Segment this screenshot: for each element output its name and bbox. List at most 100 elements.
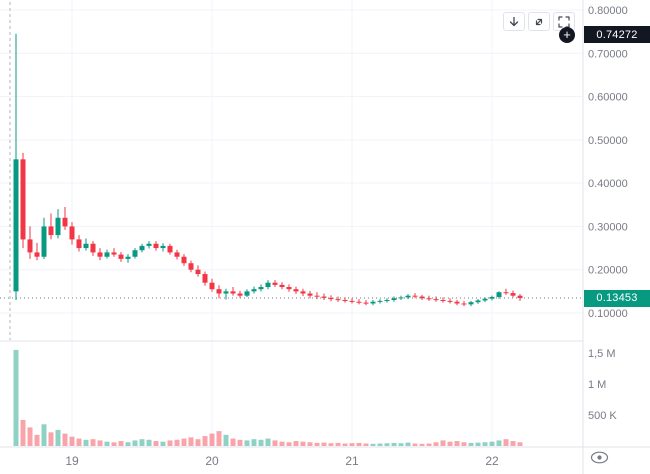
volume-bar xyxy=(188,437,194,446)
candle xyxy=(230,291,236,294)
volume-bar xyxy=(300,441,306,446)
volume-bar xyxy=(440,440,446,446)
volume-bar xyxy=(517,442,523,446)
candle xyxy=(244,291,250,296)
volume-bar xyxy=(286,442,292,446)
candle xyxy=(517,295,523,299)
candle xyxy=(125,256,131,259)
volume-bar xyxy=(223,434,229,446)
volume-bar xyxy=(160,441,166,446)
candle xyxy=(153,243,159,249)
candle xyxy=(55,217,61,236)
candle xyxy=(328,297,334,300)
volume-bar xyxy=(132,440,138,446)
axis-settings-button[interactable] xyxy=(590,451,609,469)
volume-bar xyxy=(34,434,40,446)
volume-tick-label: 500 K xyxy=(588,410,617,422)
volume-bar xyxy=(307,442,313,446)
candle xyxy=(496,292,502,297)
volume-bar xyxy=(48,432,54,446)
volume-bar xyxy=(461,442,467,446)
candle xyxy=(482,298,488,301)
candle xyxy=(440,300,446,302)
volume-bar xyxy=(62,433,68,446)
candle xyxy=(48,226,54,236)
volume-bar xyxy=(447,441,453,446)
candle xyxy=(223,291,229,294)
candle xyxy=(69,226,75,240)
volume-bar xyxy=(384,443,390,446)
diagonal-expand-icon xyxy=(535,18,543,25)
volume-bar xyxy=(97,440,103,446)
candle xyxy=(76,239,82,249)
volume-bar xyxy=(377,443,383,446)
volume-bar xyxy=(321,442,327,446)
time-tick-label: 19 xyxy=(65,454,79,468)
price-tick-label: 0.20000 xyxy=(588,265,628,277)
candle xyxy=(13,159,19,292)
last-price-badge: 0.13453 xyxy=(584,289,650,307)
volume-bar xyxy=(475,442,481,446)
candle xyxy=(237,293,243,296)
candle xyxy=(104,252,110,257)
volume-bar xyxy=(328,443,334,446)
candle xyxy=(405,295,411,298)
volume-bar xyxy=(55,429,61,446)
candle xyxy=(83,243,89,249)
candle xyxy=(258,287,264,290)
volume-bar xyxy=(335,442,341,446)
price-tick-label: 0.10000 xyxy=(588,308,628,320)
volume-bar xyxy=(293,441,299,446)
candle xyxy=(174,252,180,257)
candle xyxy=(118,254,124,259)
candle xyxy=(426,298,432,300)
volume-bar xyxy=(146,439,152,446)
candle xyxy=(356,301,362,303)
candle xyxy=(321,296,327,298)
volume-tick-label: 1,5 M xyxy=(588,348,616,360)
price-scale-panel[interactable]: 0.80000 0.70000 0.60000 0.50000 0.40000 0.300… xyxy=(588,5,628,422)
candle xyxy=(167,245,173,253)
time-tick-label: 20 xyxy=(205,454,219,468)
volume-bar xyxy=(419,443,425,446)
candle xyxy=(391,298,397,301)
candle xyxy=(384,300,390,302)
price-tick-label: 0.80000 xyxy=(588,5,628,17)
candle xyxy=(41,226,47,257)
candle xyxy=(195,269,201,275)
maximize-pane-button[interactable] xyxy=(528,12,550,31)
volume-bar xyxy=(468,442,474,446)
candle xyxy=(160,245,166,249)
candle xyxy=(510,293,516,296)
volume-bar xyxy=(174,439,180,446)
volume-bar xyxy=(20,419,26,446)
volume-bar xyxy=(342,443,348,446)
time-axis-panel[interactable]: 19 20 21 22 xyxy=(65,454,499,468)
candle xyxy=(300,291,306,294)
eye-icon xyxy=(590,451,609,464)
arrow-down-icon xyxy=(509,16,519,26)
volume-bar xyxy=(349,443,355,446)
volume-bar xyxy=(167,440,173,446)
volume-bar xyxy=(314,442,320,446)
volume-bar xyxy=(230,438,236,446)
candle xyxy=(27,239,33,253)
candle xyxy=(412,295,418,297)
volume-bar xyxy=(251,439,257,446)
candle xyxy=(286,287,292,290)
price-tick-label: 0.40000 xyxy=(588,178,628,190)
volume-bar xyxy=(27,427,33,446)
candle xyxy=(377,300,383,302)
price-tick-label: 0.70000 xyxy=(588,48,628,60)
volume-bar xyxy=(279,441,285,446)
add-alert-plus-button[interactable]: + xyxy=(559,26,575,43)
gridlines xyxy=(0,0,583,446)
candle xyxy=(265,282,271,288)
candle xyxy=(342,300,348,302)
volume-bar xyxy=(272,440,278,446)
scroll-down-button[interactable] xyxy=(503,12,525,31)
volume-bar xyxy=(258,439,264,446)
volume-bar xyxy=(181,438,187,446)
volume-bar xyxy=(195,439,201,446)
